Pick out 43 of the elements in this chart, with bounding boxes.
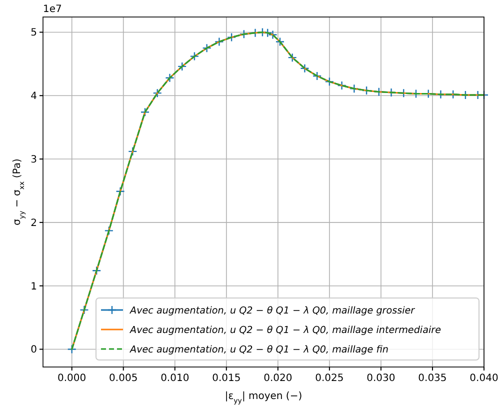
point (116, 186, 125, 196)
legend-label: Avec augmentation, u Q2 − θ Q1 − λ Q0, maillage intermediaire (129, 325, 442, 336)
x-tick-label: 0.035 (418, 373, 447, 384)
point (165, 73, 174, 82)
point (214, 37, 224, 46)
legend-label: Avec augmentation, u Q2 − θ Q1 − λ Q0, maillage grossier (129, 306, 416, 316)
point (67, 344, 76, 354)
point (350, 84, 359, 94)
x-axis-title: |ε$_{yy}$| moyen (−) (224, 391, 302, 405)
point (288, 52, 297, 62)
x-tick-label: 0.015 (212, 373, 241, 384)
point (104, 226, 114, 236)
point (152, 88, 162, 98)
x-tick-label: 0.005 (109, 373, 138, 384)
point (226, 32, 236, 42)
y-tick-label: 2 (30, 218, 37, 229)
point (275, 37, 285, 46)
point (178, 62, 187, 72)
x-tick-label: 0.025 (315, 373, 344, 384)
x-tick-label: 0.040 (470, 373, 498, 384)
point (300, 64, 310, 73)
point (337, 80, 346, 90)
point (190, 52, 200, 61)
point (80, 305, 89, 315)
point (202, 43, 212, 53)
x-tick-label: 0.010 (160, 373, 190, 384)
y-tick-label: 3 (30, 154, 37, 166)
y-tick-label: 1 (30, 281, 37, 292)
legend-label: Avec augmentation, u Q2 − θ Q1 − λ Q0, maillage fin (129, 344, 388, 356)
x-tick-label: 0.030 (366, 373, 396, 384)
point (140, 108, 150, 117)
point (258, 28, 268, 37)
point (128, 146, 138, 156)
point (324, 77, 334, 86)
x-tick-label: 0.020 (264, 373, 292, 384)
y-tick-label: 4 (30, 91, 37, 102)
text: 1e7 (43, 4, 62, 15)
y-tick-label: 5 (30, 28, 37, 39)
point (312, 71, 322, 81)
x-tick-label: 0.000 (58, 373, 86, 384)
point (374, 87, 384, 96)
y-tick-label: 0 (30, 344, 37, 356)
point (92, 266, 102, 276)
